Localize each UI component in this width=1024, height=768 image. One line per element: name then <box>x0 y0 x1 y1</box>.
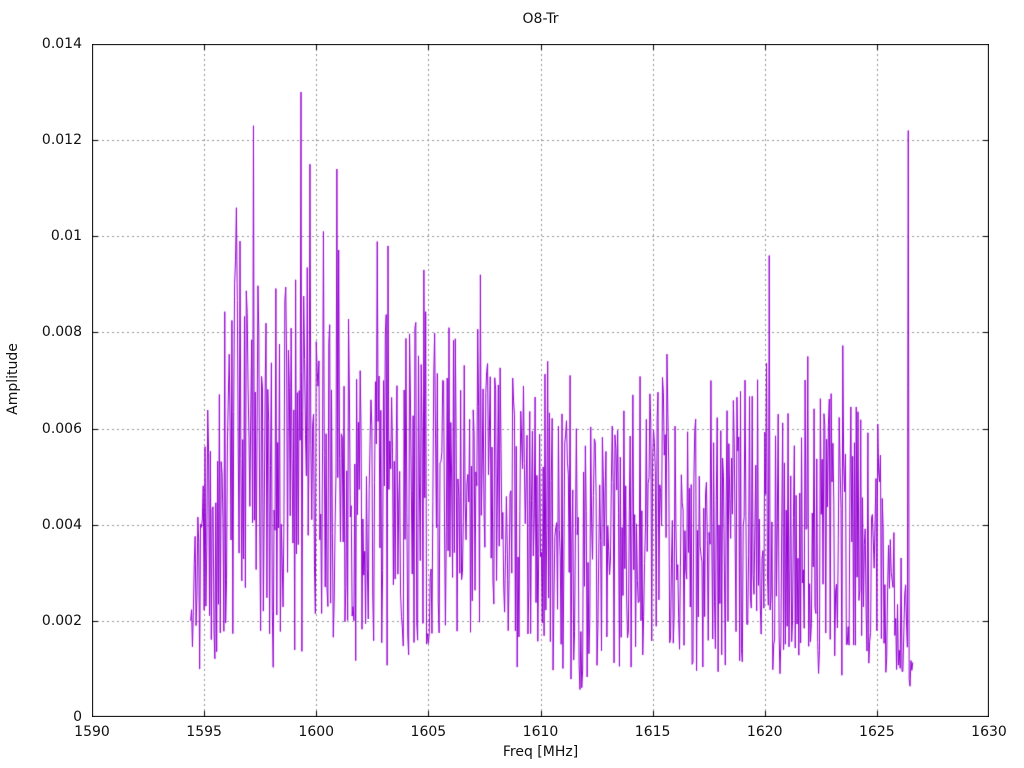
x-tick-label: 1620 <box>746 724 783 740</box>
x-tick-label: 1600 <box>298 724 335 740</box>
y-tick-label: 0.01 <box>50 228 82 245</box>
x-tick-label: 1630 <box>971 724 1007 740</box>
y-axis-label: Amplitude <box>5 343 21 415</box>
x-axis-label: Freq [MHz] <box>502 744 579 760</box>
y-tick-label: 0.004 <box>41 516 82 533</box>
x-tick-label: 1610 <box>522 724 559 740</box>
y-tick-label: 0.006 <box>41 420 82 437</box>
y-tick-label: 0.002 <box>41 612 82 629</box>
y-tick-label: 0.012 <box>41 132 82 149</box>
y-tick-label: 0.008 <box>41 324 82 341</box>
x-tick-label: 1625 <box>859 724 895 740</box>
y-tick-label: 0 <box>73 709 82 725</box>
chart-title: O8-Tr <box>522 11 559 27</box>
x-tick-label: 1595 <box>186 724 222 740</box>
plot-canvas <box>92 44 989 717</box>
x-tick-label: 1615 <box>634 724 671 740</box>
x-tick-label: 1605 <box>410 724 447 740</box>
plot-area <box>92 44 989 717</box>
y-tick-label: 0.014 <box>41 36 82 52</box>
x-tick-label: 1590 <box>74 724 110 740</box>
